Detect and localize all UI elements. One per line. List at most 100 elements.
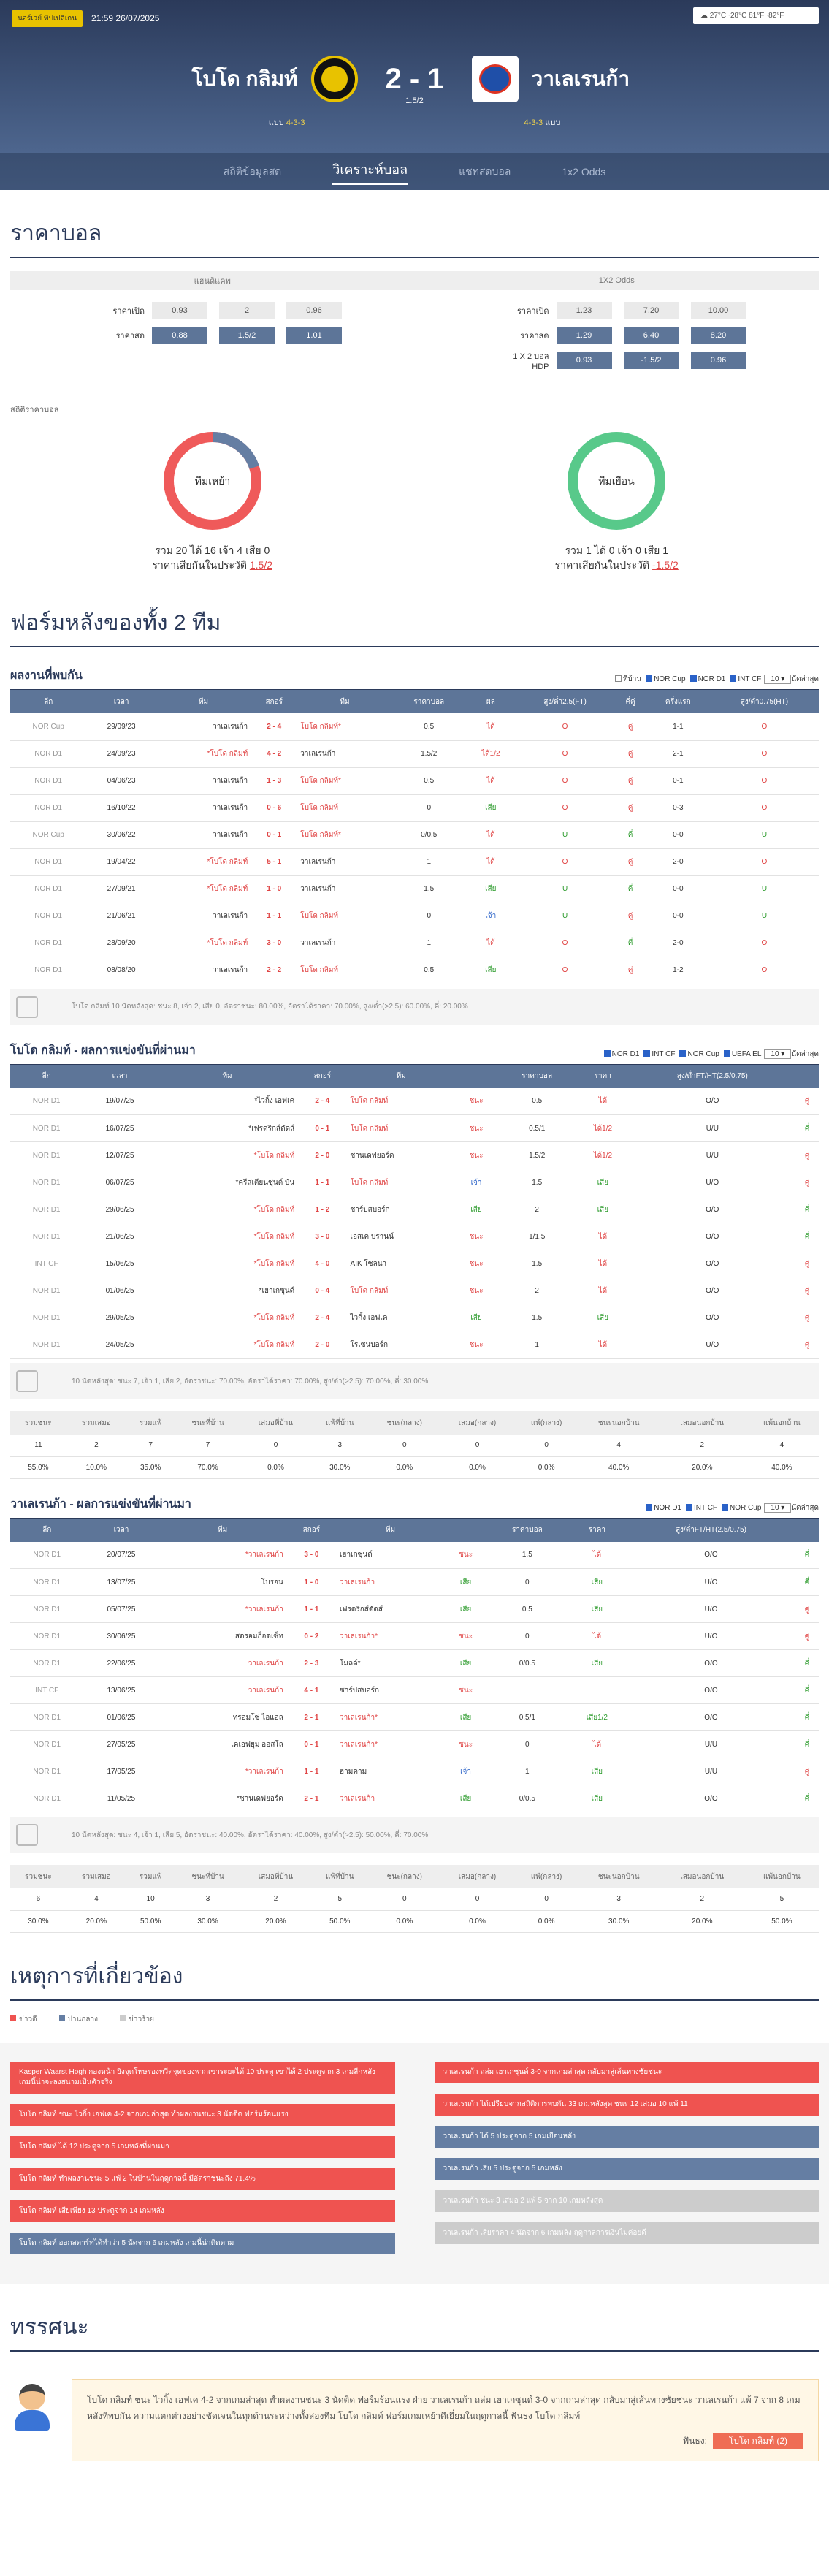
home-cell[interactable]: โบโด กลิมท์ [347,1087,455,1115]
h2h-cell[interactable]: วาเลเรนก้า [156,821,251,849]
away-team-logo[interactable] [471,56,519,102]
away-cell[interactable]: โบรอน [158,1568,286,1596]
away-team-name[interactable]: วาเลเรนก้า [531,67,630,90]
event-item[interactable]: วาเลเรนก้า ได้เปรียบจากสถิติการพบกัน 33 … [434,2093,819,2116]
home-cell[interactable]: *โบโด กลิมท์ [156,1223,298,1250]
checkbox-icon[interactable] [689,675,697,682]
filter-uefa-el[interactable]: UEFA EL [723,1049,761,1058]
x12-odds-value[interactable]: 7.20 [623,302,679,319]
filter-int-cf[interactable]: INT CF [643,1049,675,1058]
h2h-cell[interactable]: วาเลเรนก้า [156,713,251,741]
filter-nor-d1[interactable]: NOR D1 [603,1049,639,1058]
checkbox-icon[interactable] [614,675,622,682]
h2h-cell[interactable]: *โบโด กลิมท์ [156,930,251,957]
h2h-cell[interactable]: โบโด กลิมท์* [297,713,392,741]
home-cell[interactable]: โบโด กลิมท์ [347,1277,455,1304]
h2h-cell[interactable]: โบโด กลิมท์ [297,903,392,930]
tab-analysis[interactable]: วิเคราะห์บอล [332,159,408,185]
tab-1x2-odds[interactable]: 1x2 Odds [562,166,606,178]
checkbox-icon[interactable] [643,1049,651,1057]
checkbox-icon[interactable] [686,1503,692,1511]
hdp-odds-value[interactable]: 0.93 [152,302,207,319]
away-cell[interactable]: ทรอมโซ่ ไอแอล [158,1703,286,1731]
x12-odds-value[interactable]: 6.40 [623,327,679,344]
h2h-cell[interactable]: วาเลเรนก้า [156,794,251,822]
home-cell[interactable]: *โบโด กลิมท์ [156,1250,298,1277]
event-item[interactable]: วาเลเรนก้า ชนะ 3 เสมอ 2 แพ้ 5 จาก 10 เกม… [434,2189,819,2212]
away-cell[interactable]: *วาเลเรนก้า [158,1595,286,1623]
x12-odds-value[interactable]: 1.23 [556,302,612,319]
h2h-cell[interactable]: วาเลเรนก้า [297,930,392,957]
filter-nor-cup[interactable]: NOR Cup [646,675,686,683]
filter-nor-cup[interactable]: NOR Cup [722,1503,761,1512]
home-cell[interactable]: ซาร์ปสบอร์ก [347,1196,455,1223]
away-cell[interactable]: สตรอมก็อดเซ็ท [158,1622,286,1650]
h2h-cell[interactable]: *โบโด กลิมท์ [156,848,251,876]
h2h-cell[interactable]: โบโด กลิมท์* [297,821,392,849]
home-team-logo[interactable] [310,56,358,102]
tab-live-stats[interactable]: สถิติข้อมูลสด [223,165,282,177]
away-cell[interactable]: เคเอฟยุม ออสโล [158,1730,286,1758]
away-cell[interactable]: *วาเลเรนก้า [158,1758,286,1785]
h2h-cell[interactable]: วาเลเรนก้า [156,767,251,795]
x12-odds-value[interactable]: 0.96 [690,352,746,369]
count-select[interactable]: 10 ▾ [764,675,792,684]
home-cell[interactable]: *โบโด กลิมท์ [156,1196,298,1223]
home-cell[interactable]: ไวกิ้ง เอฟเค [347,1304,455,1331]
event-item[interactable]: โบโด กลิมท์ เสียเพียง 13 ประตูจาก 14 เกม… [10,2200,395,2222]
filter-nor-cup[interactable]: NOR Cup [679,1049,719,1058]
checkbox-icon[interactable] [679,1049,687,1057]
home-cell[interactable]: *โบโด กลิมท์ [156,1141,298,1169]
h2h-cell[interactable]: โบโด กลิมท์ [297,957,392,984]
count-select[interactable]: 10 ▾ [764,1049,792,1059]
h2h-cell[interactable]: วาเลเรนก้า [156,903,251,930]
home-cell[interactable]: โรเซนบอร์ก [347,1331,455,1359]
home-cell[interactable]: โบโด กลิมท์ [347,1169,455,1196]
filter-nor-d1[interactable]: NOR D1 [689,675,725,683]
away-cell[interactable]: วาเลเรนก้า [337,1785,444,1812]
x12-odds-value[interactable]: 0.93 [556,352,612,369]
hdp-odds-value[interactable]: 0.96 [286,302,342,319]
filter-nor-d1[interactable]: NOR D1 [646,1503,681,1512]
home-cell[interactable]: *โบโด กลิมท์ [156,1304,298,1331]
away-cell[interactable]: *ซานเดฟยอร์ด [158,1785,286,1812]
away-cell[interactable]: เฟรดริกส์ตัดส์ [337,1595,444,1623]
count-select[interactable]: 10 ▾ [764,1502,792,1513]
hdp-odds-value[interactable]: 2 [219,302,275,319]
away-cell[interactable]: วาเลเรนก้า* [337,1703,444,1731]
x12-odds-value[interactable]: 1.29 [556,327,612,344]
event-item[interactable]: Kasper Waarst Hogh กองหน้า ยิงจุดโทษรองท… [10,2061,395,2094]
event-item[interactable]: วาเลเรนก้า เสียราคา 4 นัดจาก 6 เกมหลัง ฤ… [434,2222,819,2244]
away-cell[interactable]: โมลด์* [337,1649,444,1677]
home-cell[interactable]: *ไวกิ้ง เอฟเค [156,1087,298,1115]
filter-int-cf[interactable]: INT CF [686,1503,717,1512]
event-item[interactable]: วาเลเรนก้า ได้ 5 ประตูจาก 5 เกมเยือนหลัง [434,2125,819,2148]
home-cell[interactable]: *โบโด กลิมท์ [156,1331,298,1359]
event-item[interactable]: โบโด กลิมท์ ชนะ ไวกิ้ง เอฟเค 4-2 จากเกมล… [10,2103,395,2126]
x12-odds-value[interactable]: 10.00 [690,302,746,319]
hdp-odds-value[interactable]: 1.01 [286,327,342,344]
checkbox-icon[interactable] [646,675,653,682]
league-badge[interactable]: นอร์เวย์ ทิปเปลีเกน [12,10,83,27]
home-cell[interactable]: *เฮาเกซุนด์ [156,1277,298,1304]
checkbox-icon[interactable] [722,1503,729,1511]
checkbox-icon[interactable] [646,1503,653,1511]
h2h-cell[interactable]: วาเลเรนก้า [156,957,251,984]
away-cell[interactable]: *วาเลเรนก้า [158,1541,286,1569]
home-cell[interactable]: *เฟรดริกส์ตัดส์ [156,1114,298,1142]
filter-int-cf[interactable]: INT CF [730,675,761,683]
hdp-odds-value[interactable]: 1.5/2 [219,327,275,344]
away-cell[interactable]: วาเลเรนก้า* [337,1730,444,1758]
away-cell[interactable]: วาเลเรนก้า* [337,1622,444,1650]
event-item[interactable]: โบโด กลิมท์ ออกสตาร์ทได้ทำว่า 5 นัดจาก 6… [10,2232,395,2254]
h2h-cell[interactable]: โบโด กลิมท์* [297,767,392,795]
event-item[interactable]: วาเลเรนก้า เสีย 5 ประตูจาก 5 เกมหลัง [434,2157,819,2180]
x12-odds-value[interactable]: -1.5/2 [623,352,679,369]
home-cell[interactable]: โบโด กลิมท์ [347,1114,455,1142]
checkbox-icon[interactable] [730,675,737,682]
event-item[interactable]: โบโด กลิมท์ ได้ 12 ประตูจาก 5 เกมหลังที่… [10,2135,395,2158]
home-cell[interactable]: AIK โซลนา [347,1250,455,1277]
event-item[interactable]: โบโด กลิมท์ ทำผลงานชนะ 5 แพ้ 2 ในบ้านในฤ… [10,2167,395,2190]
home-cell[interactable]: เอสเค บรานน์ [347,1223,455,1250]
home-cell[interactable]: ซานเดฟยอร์ด [347,1141,455,1169]
